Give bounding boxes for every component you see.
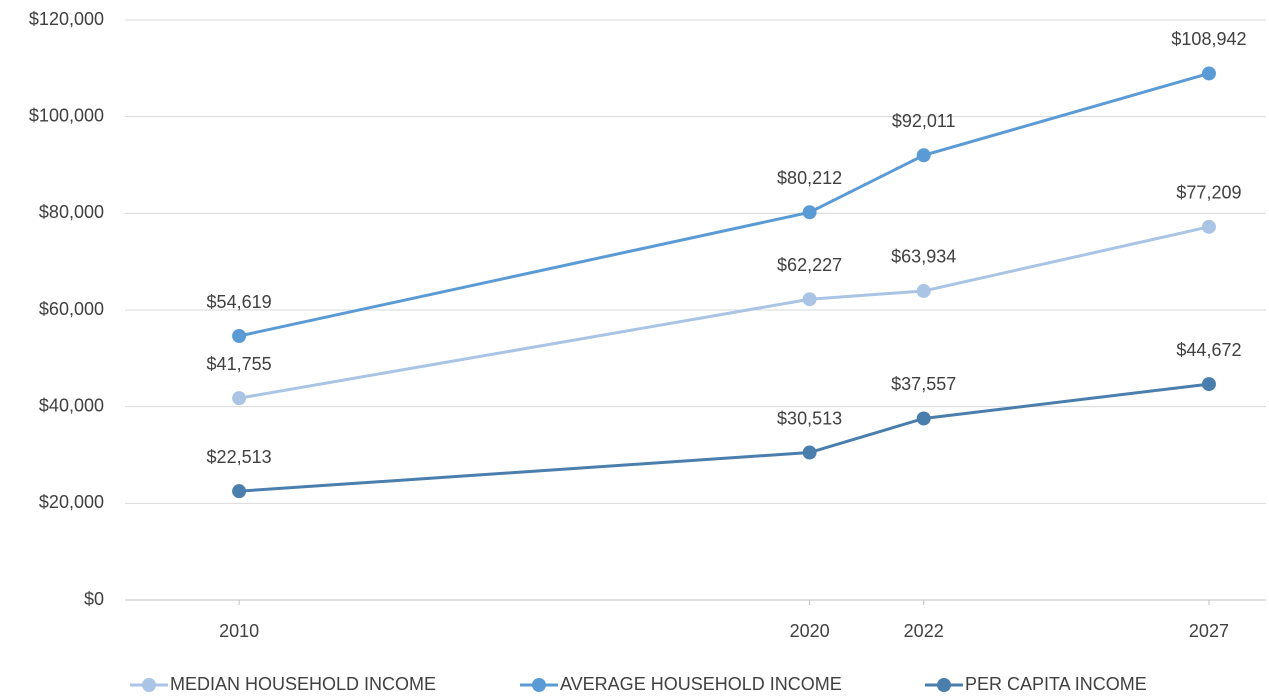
data-point [802,205,817,220]
series-line [238,382,1210,493]
x-tick-label: 2020 [790,621,830,641]
data-label: $77,209 [1176,183,1241,203]
y-tick-label: $60,000 [39,299,104,319]
data-label: $80,212 [777,168,842,188]
legend-marker [532,678,546,692]
data-point [232,391,247,406]
data-label: $62,227 [777,255,842,275]
y-tick-label: $120,000 [29,9,104,29]
data-point [802,292,817,307]
y-tick-label: $20,000 [39,492,104,512]
x-tick-label: 2027 [1189,621,1229,641]
data-label: $108,942 [1171,29,1246,49]
data-point [232,484,247,499]
data-point [1201,66,1216,81]
series-line [238,225,1210,400]
x-tick-label: 2010 [219,621,259,641]
data-point [916,148,931,163]
data-label: $30,513 [777,408,842,428]
legend-marker [142,678,156,692]
legend-label: PER CAPITA INCOME [965,674,1147,694]
y-tick-label: $0 [84,589,104,609]
data-label: $44,672 [1176,340,1241,360]
data-label: $63,934 [891,247,956,267]
y-tick-label: $100,000 [29,105,104,125]
data-label: $92,011 [892,111,956,131]
data-point [802,445,817,460]
data-point [916,283,931,298]
data-point [1201,377,1216,392]
x-tick-label: 2022 [904,621,944,641]
data-label: $41,755 [207,354,272,374]
y-tick-label: $80,000 [39,202,104,222]
legend-label: MEDIAN HOUSEHOLD INCOME [170,674,436,694]
y-tick-label: $40,000 [39,395,104,415]
legend-marker [937,678,951,692]
data-label: $37,557 [891,374,956,394]
data-label: $22,513 [207,447,272,467]
series-line [238,72,1210,338]
data-point [232,329,247,344]
data-point [916,411,931,426]
data-label: $54,619 [207,292,272,312]
legend-label: AVERAGE HOUSEHOLD INCOME [560,674,842,694]
data-point [1201,219,1216,234]
